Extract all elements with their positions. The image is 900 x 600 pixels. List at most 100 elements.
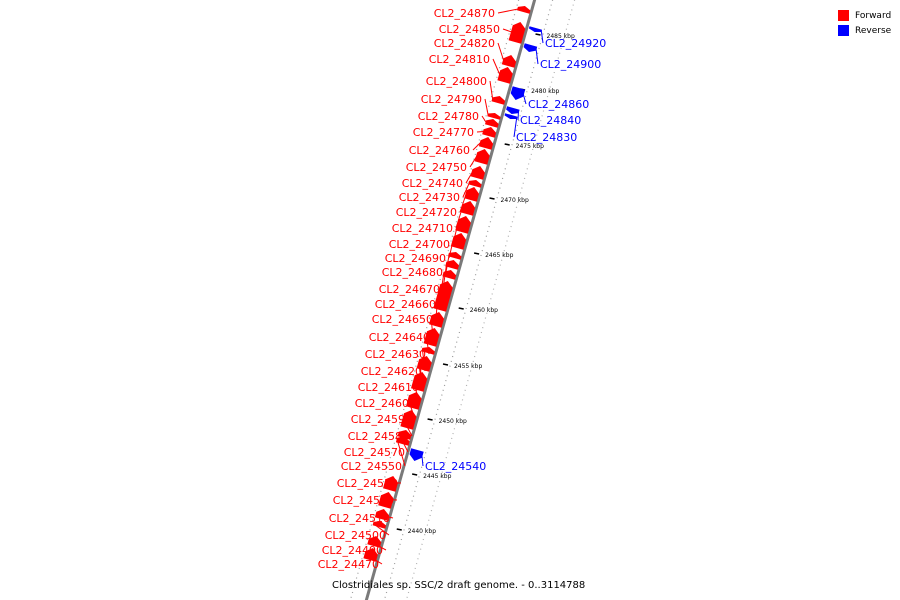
gene-arrow-CL2_24680[interactable] <box>448 252 462 260</box>
gene-arrow-CL2_24570[interactable] <box>397 430 412 440</box>
gene-label-CL2_24470[interactable]: CL2_24470 <box>318 558 379 571</box>
gene-label-CL2_24620[interactable]: CL2_24620 <box>361 365 422 378</box>
gene-arrow-CL2_24860[interactable] <box>510 86 526 100</box>
gene-arrow-CL2_24650[interactable] <box>433 281 453 312</box>
gene-label-CL2_24520[interactable]: CL2_24520 <box>333 494 394 507</box>
tick-label: 2440 kbp <box>408 528 436 535</box>
gene-arrow-CL2_24750[interactable] <box>474 149 490 165</box>
gene-label-CL2_24840[interactable]: CL2_24840 <box>520 114 581 127</box>
gene-label-CL2_24720[interactable]: CL2_24720 <box>396 206 457 219</box>
leader-line <box>455 207 463 229</box>
gene-label-CL2_24810[interactable]: CL2_24810 <box>429 53 490 66</box>
gene-label-CL2_24660[interactable]: CL2_24660 <box>375 298 436 311</box>
gene-label-CL2_24670[interactable]: CL2_24670 <box>379 283 440 296</box>
gene-label-CL2_24610[interactable]: CL2_24610 <box>358 381 419 394</box>
gene-label-CL2_24590[interactable]: CL2_24590 <box>351 413 412 426</box>
gene-label-CL2_24920[interactable]: CL2_24920 <box>545 37 606 50</box>
gene-label-CL2_24690[interactable]: CL2_24690 <box>385 252 446 265</box>
gene-arrow-CL2_24500[interactable] <box>372 521 387 529</box>
gene-label-CL2_24500[interactable]: CL2_24500 <box>325 529 386 542</box>
leader-line <box>396 439 406 467</box>
tick-mark <box>427 418 433 421</box>
gene-arrow-CL2_24830[interactable] <box>504 113 518 119</box>
gene-label-CL2_24790[interactable]: CL2_24790 <box>421 93 482 106</box>
gene-label-CL2_24730[interactable]: CL2_24730 <box>399 191 460 204</box>
legend-label-reverse: Reverse <box>855 25 892 36</box>
gene-arrow-CL2_24710[interactable] <box>460 201 476 216</box>
leader-line <box>472 142 482 151</box>
gene-label-CL2_24580[interactable]: CL2_24580 <box>348 430 409 443</box>
gene-arrow-CL2_24820[interactable] <box>501 55 517 68</box>
leader-line <box>438 273 445 305</box>
gene-label-CL2_24630[interactable]: CL2_24630 <box>365 348 426 361</box>
leader-line <box>442 263 448 290</box>
gene-arrow-CL2_24870[interactable] <box>517 6 531 14</box>
leader-line <box>365 553 383 565</box>
gene-label-CL2_24750[interactable]: CL2_24750 <box>406 161 467 174</box>
gene-label-CL2_24700[interactable]: CL2_24700 <box>389 238 450 251</box>
genome-backbone <box>364 0 537 600</box>
gene-label-CL2_24740[interactable]: CL2_24740 <box>402 177 463 190</box>
gene-arrow-CL2_24490[interactable] <box>367 536 382 548</box>
gene-arrow-CL2_24770[interactable] <box>482 127 497 138</box>
gene-label-CL2_24710[interactable]: CL2_24710 <box>392 222 453 235</box>
gene-label-CL2_24760[interactable]: CL2_24760 <box>409 144 470 157</box>
gene-arrow-CL2_24800[interactable] <box>491 96 506 105</box>
gene-label-CL2_24530[interactable]: CL2_24530 <box>337 477 398 490</box>
gene-arrow-CL2_24790[interactable] <box>487 113 501 120</box>
gene-arrow-CL2_24720[interactable] <box>464 187 479 202</box>
gene-label-CL2_24600[interactable]: CL2_24600 <box>355 397 416 410</box>
gene-arrow-CL2_24540[interactable] <box>409 448 424 461</box>
gene-arrow-CL2_24730[interactable] <box>468 180 482 188</box>
leader-line <box>368 540 387 551</box>
gene-label-CL2_24540[interactable]: CL2_24540 <box>425 460 486 473</box>
tick-mark <box>412 473 418 476</box>
leader-line <box>492 58 501 75</box>
legend-item-forward: Forward <box>838 8 891 23</box>
gene-arrow-CL2_24740[interactable] <box>470 166 485 180</box>
tick-label: 2480 kbp <box>531 88 559 95</box>
leader-line <box>462 182 470 198</box>
leader-line <box>497 42 505 61</box>
gene-arrow-CL2_24580[interactable] <box>400 410 417 430</box>
map-title: Clostridiales sp. SSC/2 draft genome. - … <box>332 580 585 591</box>
gene-arrow-CL2_24760[interactable] <box>478 137 494 150</box>
gene-label-CL2_24800[interactable]: CL2_24800 <box>426 75 487 88</box>
gene-label-CL2_24570[interactable]: CL2_24570 <box>344 446 405 459</box>
gene-arrow-CL2_24850[interactable] <box>508 22 526 44</box>
gene-label-CL2_24850[interactable]: CL2_24850 <box>439 23 500 36</box>
leader-line <box>413 380 420 404</box>
gene-label-CL2_24900[interactable]: CL2_24900 <box>540 58 601 71</box>
gene-arrow-CL2_24810[interactable] <box>497 67 513 84</box>
leader-line <box>421 349 426 372</box>
gene-arrow-CL2_24920[interactable] <box>528 26 542 32</box>
gene-arrow-CL2_24670[interactable] <box>445 260 459 270</box>
gene-label-CL2_24510[interactable]: CL2_24510 <box>329 512 390 525</box>
gene-arrow-CL2_24470[interactable] <box>363 548 378 562</box>
gene-label-CL2_24640[interactable]: CL2_24640 <box>369 331 430 344</box>
gene-label-CL2_24680[interactable]: CL2_24680 <box>382 266 443 279</box>
gene-arrow-CL2_24530[interactable] <box>383 476 398 492</box>
gene-label-CL2_24830[interactable]: CL2_24830 <box>516 131 577 144</box>
gene-arrow-CL2_24900[interactable] <box>523 43 538 52</box>
leader-line <box>459 193 467 213</box>
tick-label: 2465 kbp <box>485 252 513 259</box>
gene-label-CL2_24770[interactable]: CL2_24770 <box>413 126 474 139</box>
dotted-guide-line <box>349 0 520 600</box>
gene-arrow-CL2_24700[interactable] <box>455 216 471 234</box>
tick-label: 2450 kbp <box>439 418 467 425</box>
leader-line <box>445 254 450 273</box>
gene-label-CL2_24820[interactable]: CL2_24820 <box>434 37 495 50</box>
gene-arrow-CL2_24840[interactable] <box>506 106 520 114</box>
gene-label-CL2_24650[interactable]: CL2_24650 <box>372 313 433 326</box>
legend-label-forward: Forward <box>855 10 892 21</box>
gene-label-CL2_24780[interactable]: CL2_24780 <box>418 110 479 123</box>
gene-label-CL2_24550[interactable]: CL2_24550 <box>341 460 402 473</box>
gene-label-CL2_24860[interactable]: CL2_24860 <box>528 98 589 111</box>
gene-arrow-CL2_24640[interactable] <box>429 312 444 328</box>
gene-label-CL2_24490[interactable]: CL2_24490 <box>322 544 383 557</box>
gene-arrow-CL2_24780[interactable] <box>485 119 499 128</box>
gene-label-CL2_24870[interactable]: CL2_24870 <box>434 7 495 20</box>
gene-arrow-CL2_24520[interactable] <box>378 492 394 509</box>
tick-label: 2460 kbp <box>470 307 498 314</box>
